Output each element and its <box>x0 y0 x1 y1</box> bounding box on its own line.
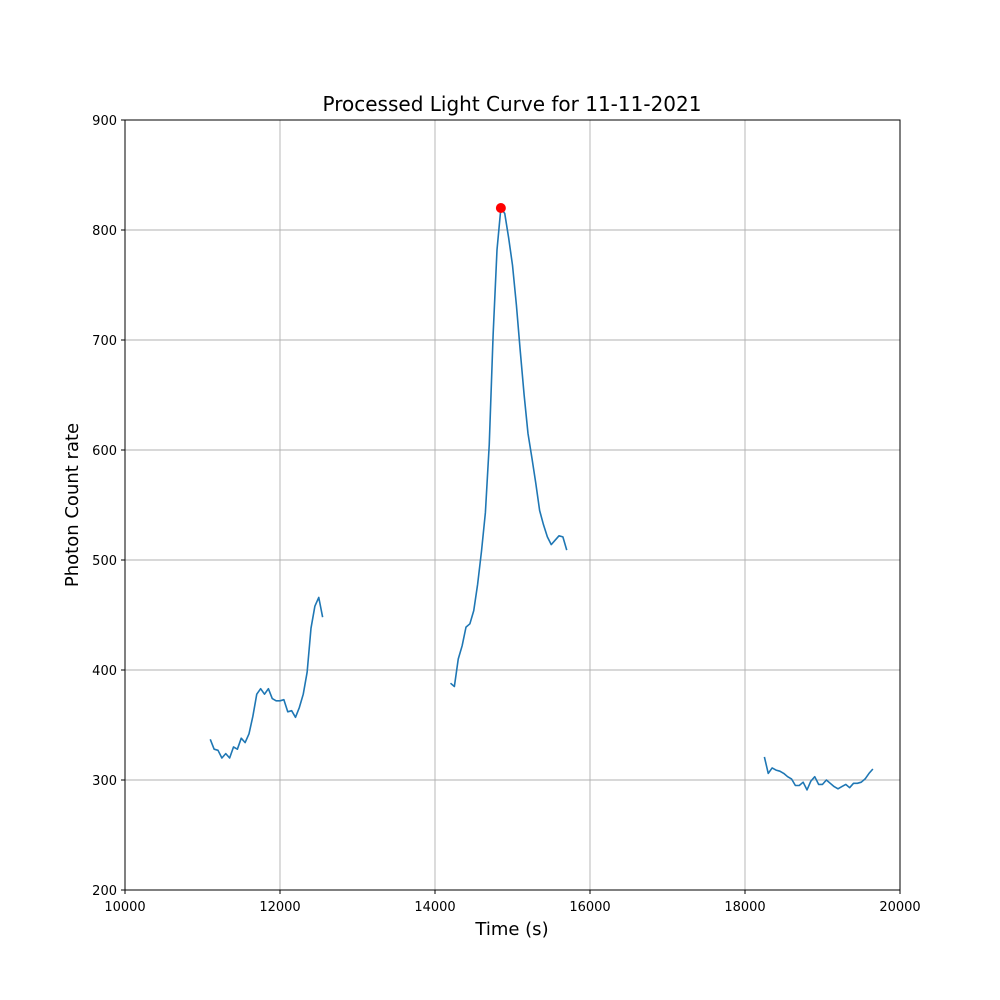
y-tick-label: 800 <box>92 224 117 239</box>
y-tick-label: 600 <box>92 444 117 459</box>
y-axis-label: Photon Count rate <box>62 423 83 587</box>
x-tick-label: 10000 <box>104 900 145 915</box>
y-tick-label: 300 <box>92 774 117 789</box>
peak-marker <box>495 203 506 213</box>
x-tick-label: 16000 <box>569 900 610 915</box>
light-curve-segment-1 <box>209 596 324 759</box>
y-tick-label: 700 <box>92 334 117 349</box>
y-tick-label: 400 <box>92 664 117 679</box>
light-curve-segment-2 <box>449 207 568 688</box>
x-tick-label: 18000 <box>724 900 765 915</box>
x-axis: 10000 12000 14000 16000 18000 20000 <box>104 890 921 915</box>
series-layer <box>209 203 874 791</box>
chart-title: Processed Light Curve for 11-11-2021 <box>323 92 702 116</box>
y-tick-label: 500 <box>92 554 117 569</box>
light-curve-segment-3 <box>763 756 874 791</box>
plot-frame <box>124 119 901 891</box>
y-tick-label: 200 <box>92 884 117 899</box>
x-axis-label: Time (s) <box>474 919 548 940</box>
y-axis: 200 300 400 500 600 700 800 900 <box>92 114 125 899</box>
y-tick-label: 900 <box>92 114 117 129</box>
x-tick-label: 12000 <box>259 900 300 915</box>
x-tick-label: 14000 <box>414 900 455 915</box>
x-tick-label: 20000 <box>879 900 920 915</box>
